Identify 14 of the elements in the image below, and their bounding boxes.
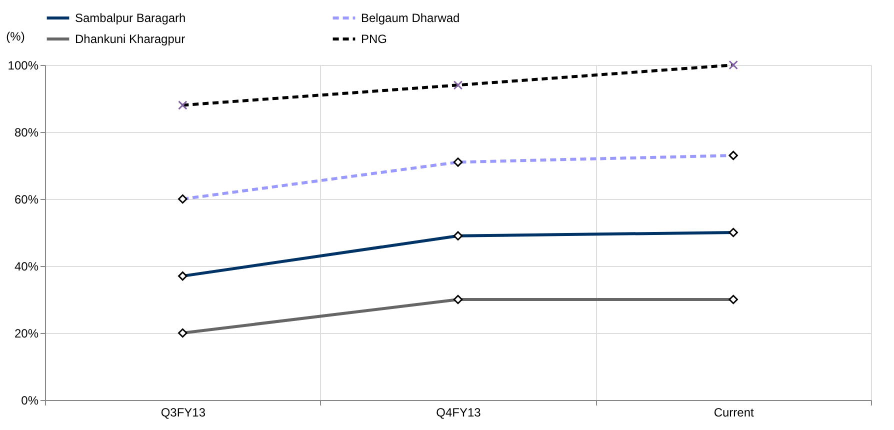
- legend-label: Sambalpur Baragarh: [75, 11, 186, 25]
- y-tick-label: 60%: [14, 192, 39, 206]
- y-tick-label: 80%: [14, 126, 39, 140]
- x-tick-label: Current: [714, 406, 755, 420]
- y-axis-title: (%): [6, 30, 25, 44]
- y-tick-label: 20%: [14, 326, 39, 340]
- legend-label: Belgaum Dharwad: [361, 11, 460, 25]
- legend-label: Dhankuni Kharagpur: [75, 32, 186, 46]
- x-tick-label: Q4FY13: [436, 406, 482, 420]
- y-tick-label: 40%: [14, 260, 39, 274]
- y-tick-label: 0%: [21, 394, 39, 408]
- y-tick-label: 100%: [8, 58, 39, 72]
- x-tick-label: Q3FY13: [160, 406, 206, 420]
- legend-label: PNG: [361, 32, 388, 46]
